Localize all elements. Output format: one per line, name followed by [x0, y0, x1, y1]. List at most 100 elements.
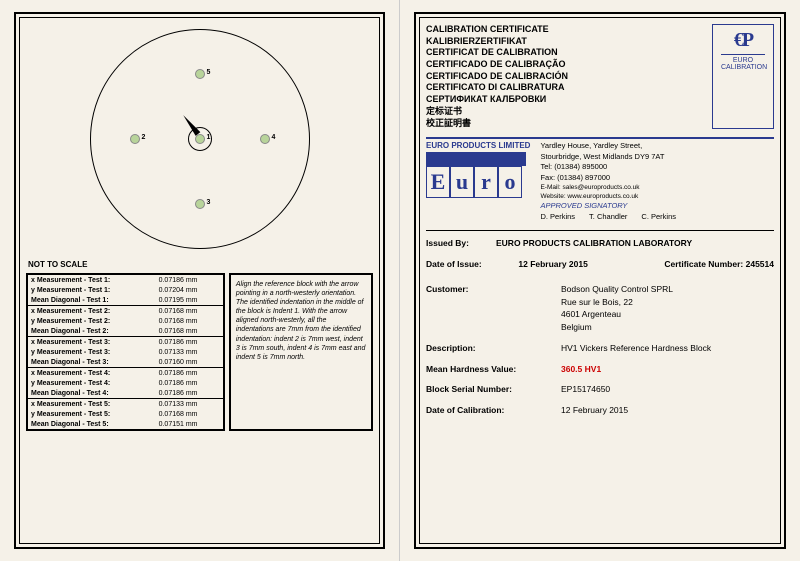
- address-line: Yardley House, Yardley Street,: [540, 141, 774, 152]
- measurement-label: y Measurement - Test 5:: [28, 409, 157, 419]
- indent-3: [195, 199, 205, 209]
- fax-line: Fax: (01384) 897000: [540, 173, 774, 184]
- cal-date-label: Date of Calibration:: [426, 404, 561, 417]
- outer-border: CALIBRATION CERTIFICATEKALIBRIERZERTIFIK…: [414, 12, 786, 549]
- measurement-label: Mean Diagonal - Test 3:: [28, 357, 157, 368]
- certificate-title-line: CERTIFICAT DE CALIBRATION: [426, 47, 568, 59]
- measurement-row: x Measurement - Test 1:0.07186 mm: [28, 275, 223, 285]
- issued-by-label: Issued By:: [426, 237, 496, 250]
- measurement-row: y Measurement - Test 4:0.07186 mm: [28, 378, 223, 388]
- indent-label-5: 5: [207, 69, 211, 76]
- measurements-table: x Measurement - Test 1:0.07186 mmy Measu…: [26, 273, 225, 431]
- measurement-label: Mean Diagonal - Test 2:: [28, 326, 157, 337]
- customer-value: Bodson Quality Control SPRLRue sur le Bo…: [561, 283, 774, 334]
- certificate-title-line: CERTIFICATO DI CALIBRATURA: [426, 82, 568, 94]
- date-cert-row: Date of Issue: 12 February 2015 Certific…: [426, 258, 774, 271]
- right-page: CALIBRATION CERTIFICATEKALIBRIERZERTIFIK…: [400, 0, 800, 561]
- signatory-names: D. Perkins T. Chandler C. Perkins: [540, 212, 774, 223]
- measurement-value: 0.07168 mm: [157, 306, 223, 317]
- certificate-titles: CALIBRATION CERTIFICATEKALIBRIERZERTIFIK…: [426, 24, 568, 129]
- measurement-row: Mean Diagonal - Test 5:0.07151 mm: [28, 419, 223, 429]
- signatory-name: T. Chandler: [589, 212, 627, 223]
- customer-line: 4601 Argenteau: [561, 308, 774, 321]
- euro-logo-letter: u: [450, 166, 474, 198]
- customer-line: Rue sur le Bois, 22: [561, 296, 774, 309]
- cert-num-label: Certificate Number:: [664, 259, 743, 269]
- measurement-label: x Measurement - Test 2:: [28, 306, 157, 317]
- ep-symbol: €P: [721, 29, 765, 52]
- company-title: EURO PRODUCTS LIMITED: [426, 141, 530, 150]
- indent-label-3: 3: [207, 199, 211, 206]
- measurement-label: y Measurement - Test 3:: [28, 347, 157, 357]
- measurement-value: 0.07133 mm: [157, 347, 223, 357]
- measurement-label: y Measurement - Test 2:: [28, 316, 157, 326]
- measurement-label: x Measurement - Test 1:: [28, 275, 157, 285]
- signatory-name: D. Perkins: [540, 212, 575, 223]
- indent-5: [195, 69, 205, 79]
- info-section: Issued By: EURO PRODUCTS CALIBRATION LAB…: [426, 230, 774, 417]
- measurement-row: y Measurement - Test 3:0.07133 mm: [28, 347, 223, 357]
- lower-section: x Measurement - Test 1:0.07186 mmy Measu…: [26, 273, 373, 431]
- issued-by-row: Issued By: EURO PRODUCTS CALIBRATION LAB…: [426, 237, 774, 250]
- euro-logo-letter: r: [474, 166, 498, 198]
- customer-label: Customer:: [426, 283, 561, 334]
- header-row: CALIBRATION CERTIFICATEKALIBRIERZERTIFIK…: [426, 24, 774, 129]
- serial-value: EP15174650: [561, 383, 774, 396]
- inner-border: 12345 NOT TO SCALE x Measurement - Test …: [19, 17, 380, 544]
- certificate-title-line: CERTIFICADO DE CALIBRACIÓN: [426, 71, 568, 83]
- serial-row: Block Serial Number: EP15174650: [426, 383, 774, 396]
- ep-logo: €P EURO CALIBRATION: [712, 24, 774, 129]
- measurement-label: y Measurement - Test 4:: [28, 378, 157, 388]
- measurement-row: x Measurement - Test 5:0.07133 mm: [28, 399, 223, 410]
- euro-logo-letter: E: [426, 166, 450, 198]
- indent-4: [260, 134, 270, 144]
- company-section: EURO PRODUCTS LIMITED Euro Yardley House…: [426, 137, 774, 222]
- description-value: HV1 Vickers Reference Hardness Block: [561, 342, 774, 355]
- measurement-row: x Measurement - Test 3:0.07186 mm: [28, 337, 223, 348]
- address-line: Stourbridge, West Midlands DY9 7AT: [540, 152, 774, 163]
- measurement-value: 0.07186 mm: [157, 378, 223, 388]
- customer-line: Bodson Quality Control SPRL: [561, 283, 774, 296]
- measurement-value: 0.07186 mm: [157, 337, 223, 348]
- mean-hardness-value: 360.5 HV1: [561, 363, 774, 376]
- not-to-scale-label: NOT TO SCALE: [28, 260, 373, 269]
- indent-1: [195, 134, 205, 144]
- euro-logo-letter: o: [498, 166, 522, 198]
- certificate-title-line: 校正証明書: [426, 118, 568, 130]
- customer-row: Customer: Bodson Quality Control SPRLRue…: [426, 283, 774, 334]
- measurement-label: Mean Diagonal - Test 1:: [28, 295, 157, 306]
- measurement-row: y Measurement - Test 2:0.07168 mm: [28, 316, 223, 326]
- ep-logo-text: EURO CALIBRATION: [721, 54, 765, 71]
- measurement-row: y Measurement - Test 1:0.07204 mm: [28, 285, 223, 295]
- measurement-value: 0.07168 mm: [157, 409, 223, 419]
- customer-line: Belgium: [561, 321, 774, 334]
- indent-label-4: 4: [272, 134, 276, 141]
- issued-by-value: EURO PRODUCTS CALIBRATION LABORATORY: [496, 237, 774, 250]
- measurement-label: x Measurement - Test 5:: [28, 399, 157, 410]
- certificate-title-line: KALIBRIERZERTIFIKAT: [426, 36, 568, 48]
- euro-logo-boxes: Euro: [426, 152, 526, 198]
- measurement-label: y Measurement - Test 1:: [28, 285, 157, 295]
- measurement-row: y Measurement - Test 5:0.07168 mm: [28, 409, 223, 419]
- measurement-value: 0.07186 mm: [157, 275, 223, 285]
- certificate-title-line: СЕРТИФИКАТ КАЛБРОВКИ: [426, 94, 568, 106]
- indent-label-2: 2: [142, 134, 146, 141]
- measurement-value: 0.07168 mm: [157, 316, 223, 326]
- measurement-label: x Measurement - Test 3:: [28, 337, 157, 348]
- certificate-title-line: 定标证书: [426, 106, 568, 118]
- inner-border: CALIBRATION CERTIFICATEKALIBRIERZERTIFIK…: [419, 17, 781, 544]
- measurement-row: Mean Diagonal - Test 1:0.07195 mm: [28, 295, 223, 306]
- outer-border: 12345 NOT TO SCALE x Measurement - Test …: [14, 12, 385, 549]
- measurement-row: Mean Diagonal - Test 2:0.07168 mm: [28, 326, 223, 337]
- circle-diagram: 12345: [85, 24, 315, 254]
- cal-date-row: Date of Calibration: 12 February 2015: [426, 404, 774, 417]
- instructions-box: Align the reference block with the arrow…: [229, 273, 373, 431]
- signatory-name: C. Perkins: [641, 212, 676, 223]
- left-page: 12345 NOT TO SCALE x Measurement - Test …: [0, 0, 400, 561]
- measurement-row: x Measurement - Test 2:0.07168 mm: [28, 306, 223, 317]
- tel-line: Tel: (01384) 895000: [540, 162, 774, 173]
- mean-hardness-row: Mean Hardness Value: 360.5 HV1: [426, 363, 774, 376]
- website-line: Website: www.europroducts.co.uk: [540, 192, 774, 201]
- description-label: Description:: [426, 342, 561, 355]
- measurement-value: 0.07133 mm: [157, 399, 223, 410]
